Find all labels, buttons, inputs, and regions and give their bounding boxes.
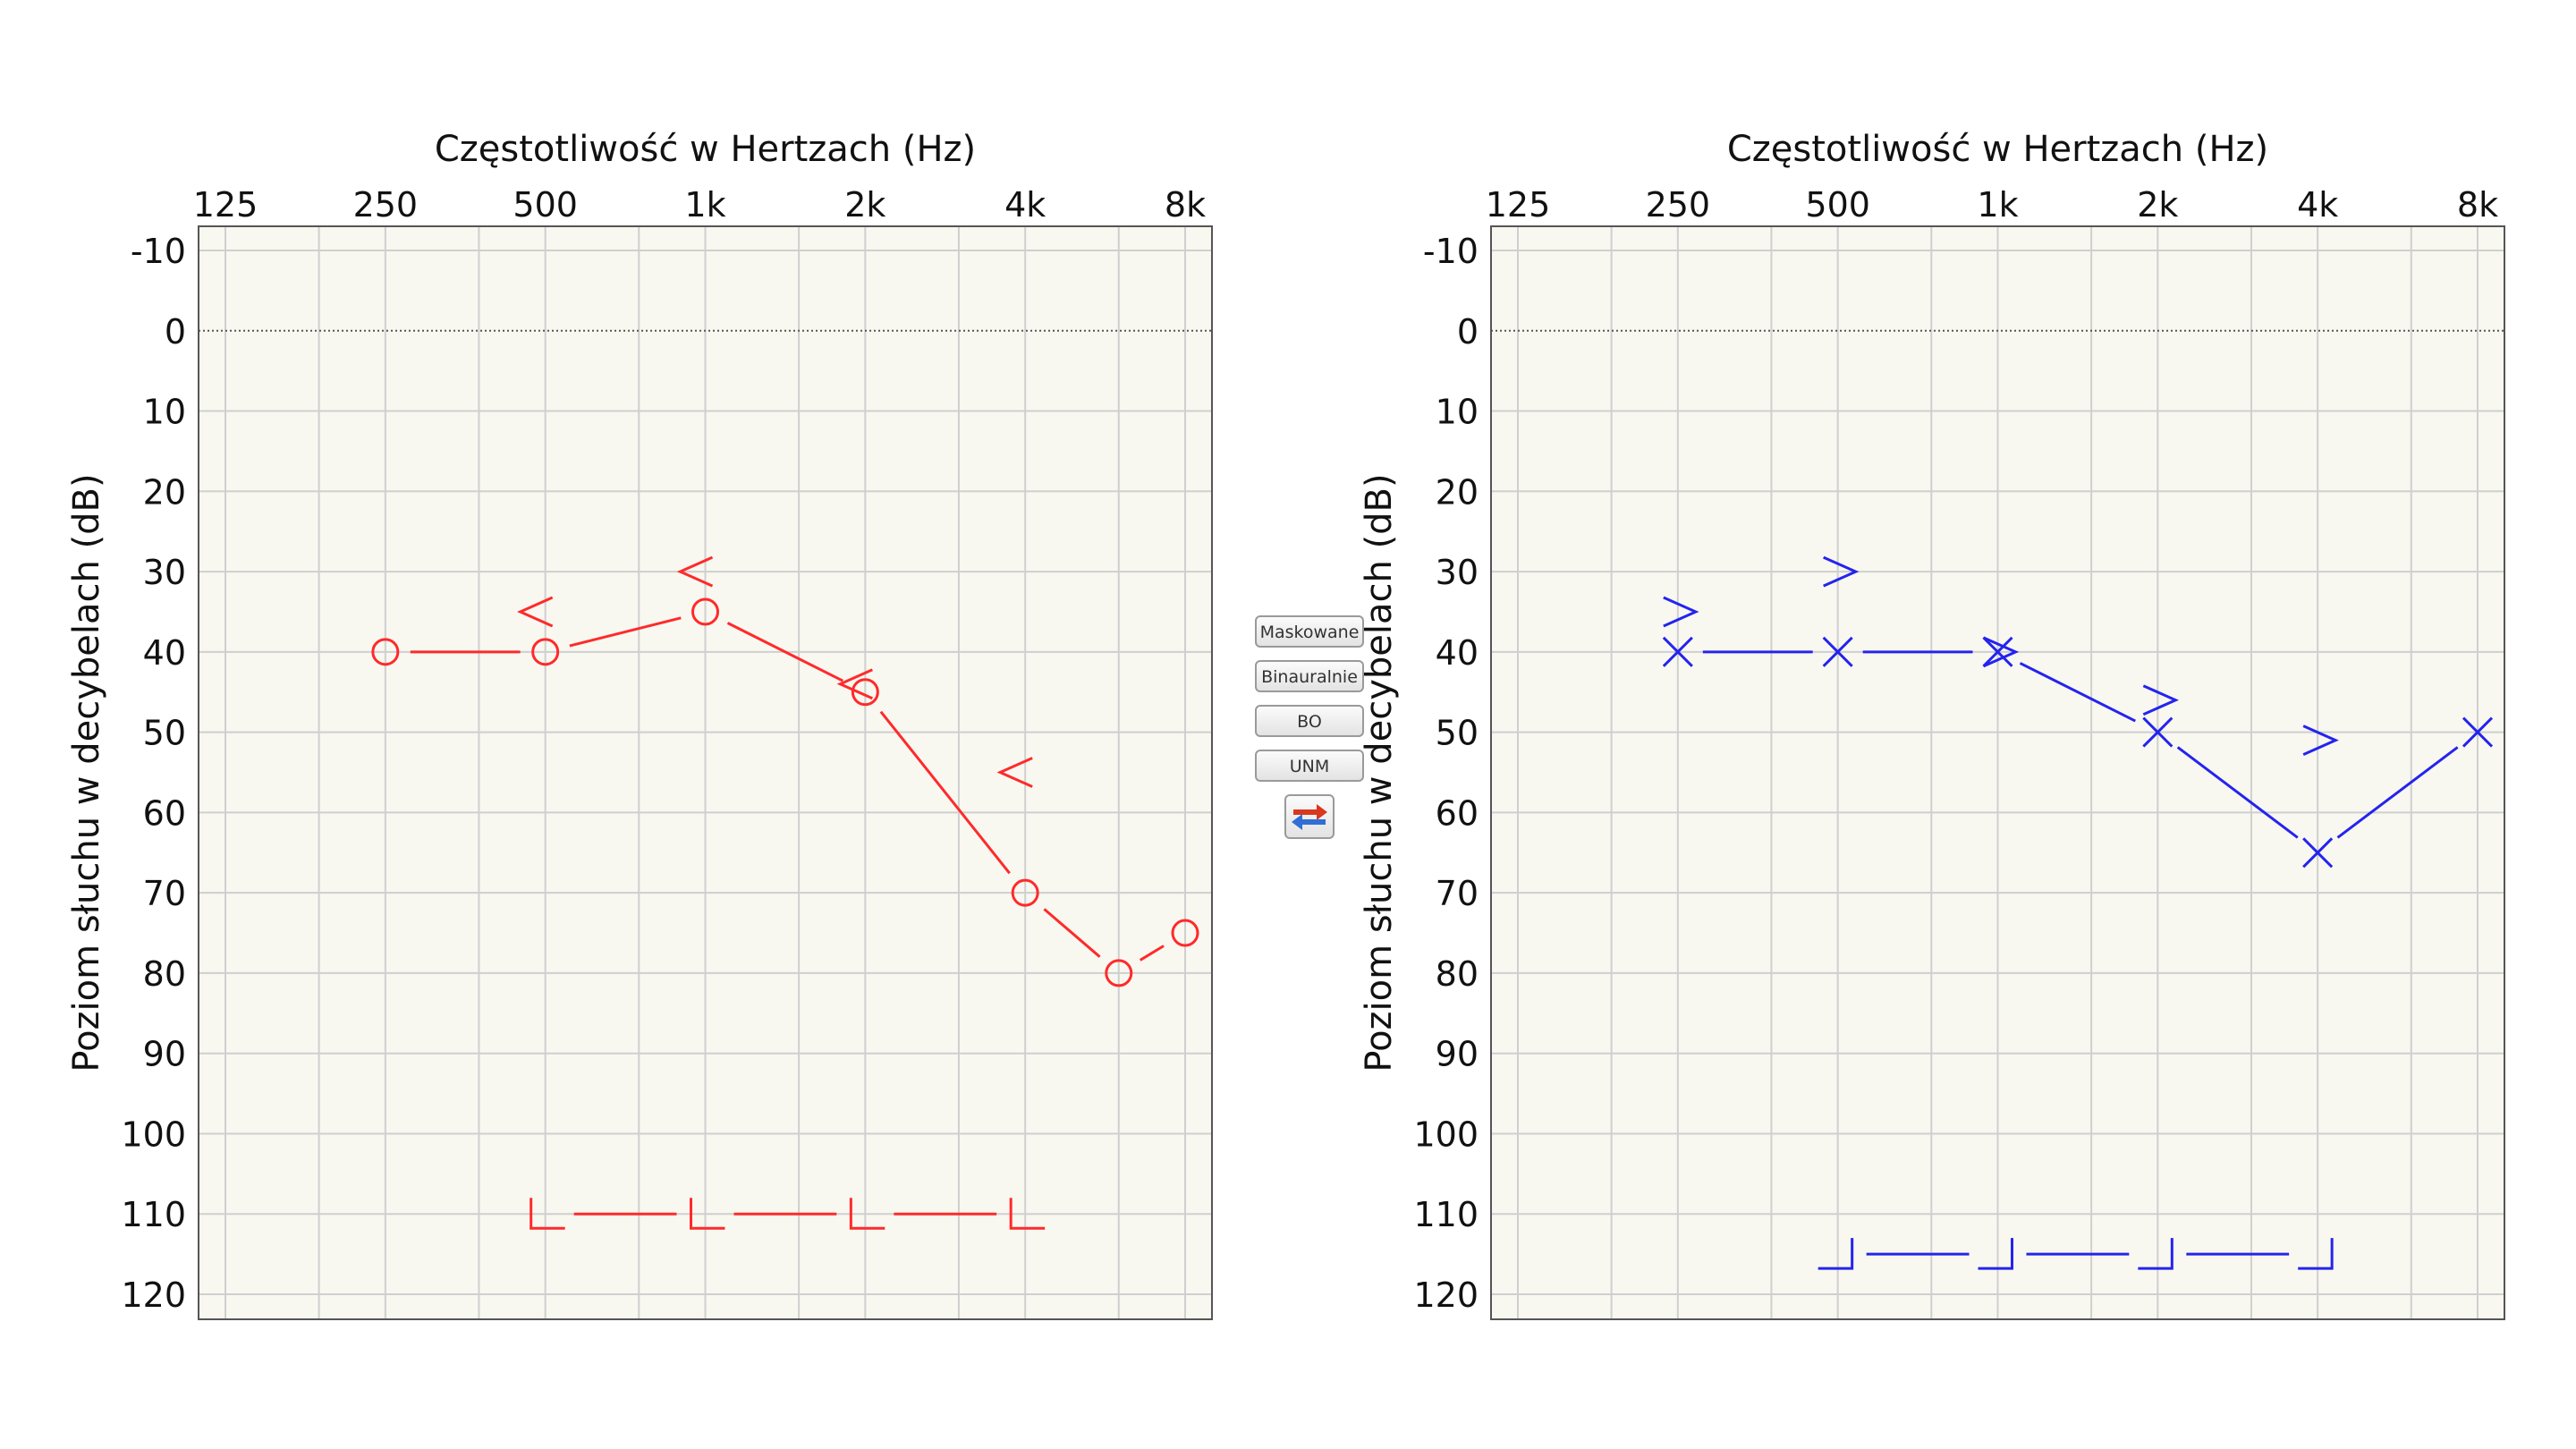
y-axis-title: Poziom słuchu w decybelach (dB) [1359,473,1400,1072]
data-point-bracket-right [1818,1238,1854,1270]
data-point-chevron-right [1823,555,1860,588]
y-tick-label: 20 [1436,472,1479,512]
series-line-segment [1043,908,1101,958]
data-point-circle [1011,878,1039,907]
data-point-chevron-right [1663,596,1699,628]
x-tick-label: 125 [1486,185,1551,225]
x-tick-label: 2k [844,185,886,225]
x-tick-label: 1k [1977,185,2018,225]
data-point-chevron-right [2302,724,2339,756]
x-tick-label: 4k [2297,185,2338,225]
y-tick-label: 60 [143,793,186,833]
x-tick-label: 1k [684,185,725,225]
data-point-chevron-left [836,668,873,700]
data-point-bracket-right [2298,1238,2334,1270]
data-point-cross [2142,716,2174,748]
data-point-chevron-left [676,555,714,588]
y-axis-title: Poziom słuchu w decybelach (dB) [66,473,107,1072]
y-tick-label: 80 [143,954,186,994]
data-point-chevron-right [2142,684,2180,716]
data-point-cross [1982,636,2013,667]
data-point-bracket-left [530,1198,565,1230]
data-point-cross [1662,636,1693,667]
x-tick-label: 8k [2457,185,2498,225]
data-point-circle [1105,959,1133,987]
data-point-bracket-left [1009,1198,1046,1230]
y-tick-label: 50 [143,714,186,753]
data-point-circle [371,638,400,666]
data-point-bracket-left [690,1198,725,1230]
series-line-segment [1139,945,1165,962]
y-tick-label: 50 [1436,714,1479,753]
y-tick-label: 70 [143,874,186,913]
x-tick-label: 125 [193,185,258,225]
series-line-segment [569,616,682,648]
y-tick-label: 100 [121,1114,186,1154]
right-ear-audiogram: Częstotliwość w Hertzach (Hz)125 250 500 1k… [1359,129,2505,1320]
x-tick-label: 4k [1004,185,1046,225]
plot-border [1490,225,2505,1320]
data-point-cross [2462,716,2494,748]
y-tick-label: 40 [1436,633,1479,673]
x-tick-label: 8k [1165,185,1206,225]
y-tick-label: 120 [1413,1275,1479,1315]
x-tick-label: 250 [1646,185,1711,225]
x-tick-label: 500 [513,185,578,225]
y-tick-label: 10 [1436,393,1479,432]
y-tick-label: 80 [1436,954,1479,994]
swap-ears-button[interactable] [1284,794,1335,839]
x-tick-label: 2k [2137,185,2178,225]
y-tick-label: 30 [143,553,186,592]
series-line-segment [2019,662,2136,723]
x-tick-label: 500 [1805,185,1870,225]
y-tick-label: 120 [121,1275,186,1315]
data-point-cross [2302,837,2334,869]
x-tick-label: 250 [353,185,419,225]
data-point-cross [1822,636,1853,667]
series-line-segment [2336,746,2459,839]
swap-arrows-icon [1292,804,1327,830]
plot-border [198,225,1213,1320]
y-tick-label: 60 [1436,793,1479,833]
x-axis-title: Częstotliwość w Hertzach (Hz) [435,129,976,170]
y-tick-label: 0 [165,312,186,352]
y-tick-label: 70 [1436,874,1479,913]
masked-button[interactable]: Maskowane [1255,615,1364,648]
y-tick-label: 20 [143,472,186,512]
x-axis-title: Częstotliwość w Hertzach (Hz) [1727,129,2268,170]
data-point-circle [1171,919,1199,947]
data-point-chevron-right [1982,636,2020,668]
y-tick-label: 40 [143,633,186,673]
y-tick-label: 90 [143,1035,186,1074]
y-tick-label: 30 [1436,553,1479,592]
y-tick-label: 100 [1413,1114,1479,1154]
y-tick-label: 110 [121,1195,186,1234]
y-tick-label: -10 [131,232,186,271]
series-line-segment [2176,746,2299,839]
y-tick-label: 10 [143,393,186,432]
data-point-circle [851,678,879,707]
data-point-circle [531,638,560,666]
data-point-bracket-right [1978,1238,2013,1270]
audiogram-controls: Maskowane Binauralnie BO UNM [1255,615,1366,839]
data-point-bracket-right [2138,1238,2174,1270]
unm-button[interactable]: UNM [1255,750,1364,782]
data-point-chevron-left [996,757,1033,788]
y-tick-label: 90 [1436,1035,1479,1074]
data-point-chevron-left [516,596,554,628]
data-point-bracket-left [849,1198,886,1230]
left-ear-audiogram: Częstotliwość w Hertzach (Hz)125 250 500 1k… [66,129,1213,1320]
series-line-segment [879,710,1011,875]
y-tick-label: 110 [1413,1195,1479,1234]
y-tick-label: -10 [1423,232,1479,271]
data-point-circle [691,597,719,626]
series-line-segment [726,622,843,682]
binaural-button[interactable]: Binauralnie [1255,660,1364,692]
y-tick-label: 0 [1457,312,1479,352]
bo-button[interactable]: BO [1255,705,1364,737]
